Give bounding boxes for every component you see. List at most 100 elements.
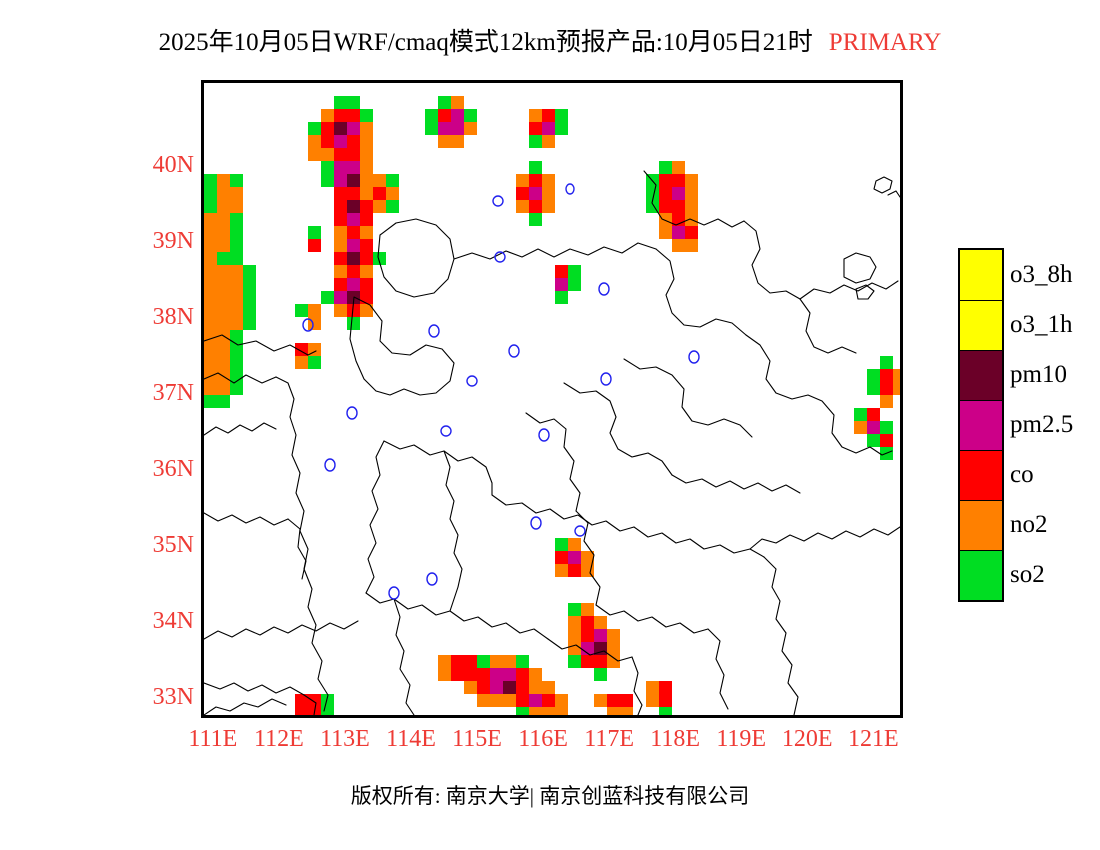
pollutant-cell [568,629,581,642]
pollutant-cell [672,226,685,239]
pollutant-cell [347,265,360,278]
legend-item-pm2-5[interactable]: pm2.5 [960,400,1073,450]
legend-swatch [960,350,1002,400]
pollutant-cell [516,174,529,187]
pollutant-cell [464,681,477,694]
pollutant-cell [607,707,620,715]
pollutant-cell [243,317,256,330]
pollutant-cell [568,278,581,291]
title-primary-label: PRIMARY [828,29,942,56]
pollutant-cell [529,187,542,200]
longitude-axis: 111E 112E 113E 114E 115E 116E 117E 118E 119E 120E… [188,726,903,757]
map-plot-area [201,80,903,718]
pollutant-cell [204,174,217,187]
pollutant-cell [295,707,308,715]
pollutant-cell [308,694,321,707]
legend-item-o3-1h[interactable]: o3_1h [960,300,1073,350]
pollutant-cell [581,603,594,616]
pollutant-cell [230,343,243,356]
pollutant-cell [217,252,230,265]
lat-tick-label: 34N [152,607,194,634]
pollutant-cell [464,122,477,135]
pollutant-cell [425,122,438,135]
pollutant-cell [217,291,230,304]
pollutant-cell [867,408,880,421]
pollutant-cell [685,239,698,252]
legend-item-co[interactable]: co [960,450,1034,500]
pollutant-cell [529,200,542,213]
legend-item-pm10[interactable]: pm10 [960,350,1067,400]
pollutant-cell [685,187,698,200]
pollutant-cell [295,304,308,317]
pollutant-cell [321,694,334,707]
pollutant-cell [451,135,464,148]
pollutant-cell [217,343,230,356]
pollutant-cell [659,694,672,707]
pollutant-cell [243,291,256,304]
pollutant-cell [880,369,893,382]
pollutant-cell [230,200,243,213]
pollutant-cell [581,616,594,629]
pollutant-cell [321,291,334,304]
pollutant-cell [594,655,607,668]
lon-tick-label: 118E [650,726,701,752]
pollutant-cell [542,174,555,187]
pollutant-cell [464,109,477,122]
pollutant-cell [607,642,620,655]
pollutant-cell [347,304,360,317]
pollutant-cell [542,135,555,148]
pollutant-cell [243,304,256,317]
pollutant-cell [594,616,607,629]
pollutant-cell [555,122,568,135]
pollutant-cell [386,200,399,213]
pollutant-cell [451,668,464,681]
pollutant-cell [295,694,308,707]
pollutant-cell [204,278,217,291]
pollutant-cell [321,122,334,135]
pollutant-cell [217,382,230,395]
pollutant-cell [360,122,373,135]
pollutant-cell [464,668,477,681]
pollutant-cell [321,161,334,174]
pollutant-cell [217,395,230,408]
pollutant-cell [360,304,373,317]
legend-item-no2[interactable]: no2 [960,500,1048,550]
lat-tick-label: 40N [152,152,194,179]
pollutant-cell [347,109,360,122]
pollutant-cell [438,135,451,148]
pollutant-cell [308,356,321,369]
pollutant-cell [568,551,581,564]
pollutant-cell [516,655,529,668]
pollutant-cell [490,655,503,668]
pollutant-cell [438,668,451,681]
lat-tick-label: 33N [152,683,194,710]
title-main-text: 2025年10月05日WRF/cmaq模式12km预报产品:10月05日21时 [158,29,813,56]
pollutant-cell [204,382,217,395]
pollutant-cell [204,330,217,343]
pollutant-cell [672,200,685,213]
pollutant-cell [230,304,243,317]
pollutant-cell [867,434,880,447]
pollutant-cell [360,291,373,304]
pollutant-cell [542,694,555,707]
legend-swatch [960,400,1002,450]
pollutant-cell [360,135,373,148]
pollutant-cell [230,213,243,226]
pollutant-cell [594,694,607,707]
legend-item-o3-8h[interactable]: o3_8h [960,250,1073,300]
pollutant-cells [204,96,900,715]
pollutant-cell [594,642,607,655]
pollutant-cell [204,317,217,330]
pollutant-cell [347,252,360,265]
pollutant-cell [243,278,256,291]
pollutant-cell [607,655,620,668]
pollutant-cell [685,226,698,239]
pollutant-cell [880,395,893,408]
pollutant-cell [568,655,581,668]
pollutant-cell [386,187,399,200]
latitude-axis: 40N 39N 38N 37N 36N 35N 34N 33N [120,80,194,718]
legend-item-so2[interactable]: so2 [960,550,1045,600]
pollutant-cell [555,109,568,122]
pollutant-cell [438,655,451,668]
pollutant-cell [568,603,581,616]
